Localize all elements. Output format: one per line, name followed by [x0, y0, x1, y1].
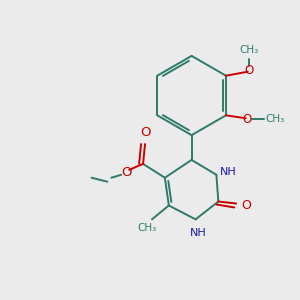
Text: O: O [140, 126, 150, 139]
Text: O: O [242, 113, 251, 126]
Text: NH: NH [220, 167, 237, 177]
Text: O: O [244, 64, 253, 77]
Text: O: O [121, 166, 131, 179]
Text: O: O [241, 199, 251, 212]
Text: CH₃: CH₃ [266, 114, 285, 124]
Text: CH₃: CH₃ [137, 223, 157, 233]
Text: NH: NH [190, 228, 207, 238]
Text: CH₃: CH₃ [239, 45, 258, 55]
